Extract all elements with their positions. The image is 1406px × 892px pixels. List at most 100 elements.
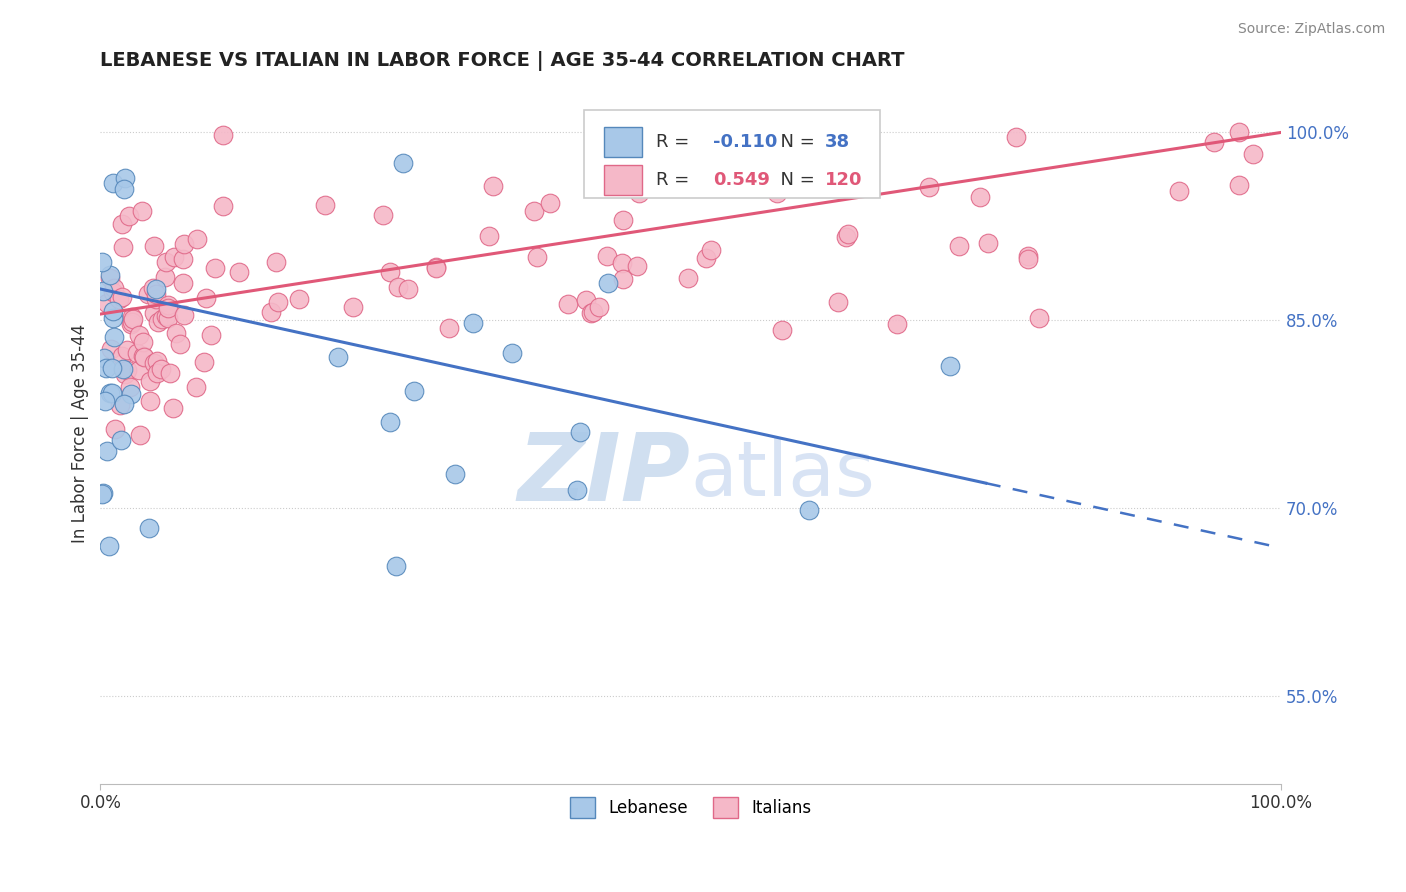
Point	[128, 327, 150, 342]
Point	[114, 170, 136, 185]
Point	[146, 367, 169, 381]
Point	[122, 312, 145, 326]
Point	[567, 483, 589, 498]
Point	[145, 287, 167, 301]
Point	[628, 186, 651, 200]
Point	[193, 355, 215, 369]
Point	[136, 287, 159, 301]
Point	[138, 375, 160, 389]
Point	[612, 272, 634, 286]
Point	[112, 182, 135, 196]
Point	[110, 398, 132, 412]
Point	[1017, 249, 1039, 263]
Legend: Lebanese, Italians: Lebanese, Italians	[564, 791, 818, 824]
Point	[595, 249, 617, 263]
Point	[463, 316, 485, 330]
Point	[326, 351, 349, 365]
Point	[173, 308, 195, 322]
Point	[194, 291, 217, 305]
Point	[425, 260, 447, 274]
Point	[1227, 125, 1250, 139]
Point	[626, 259, 648, 273]
Point	[146, 316, 169, 330]
Point	[131, 203, 153, 218]
Point	[392, 156, 415, 170]
Point	[443, 467, 465, 481]
Point	[114, 368, 136, 382]
Point	[91, 486, 114, 500]
Point	[596, 276, 619, 290]
Point	[98, 386, 121, 401]
Point	[1229, 178, 1251, 192]
Point	[948, 239, 970, 253]
Text: 0.549: 0.549	[713, 171, 770, 189]
Point	[91, 487, 114, 501]
Text: 38: 38	[825, 133, 851, 151]
Point	[157, 301, 180, 315]
Point	[98, 539, 121, 553]
Point	[107, 292, 129, 306]
Point	[155, 270, 177, 285]
Point	[115, 343, 138, 358]
Point	[482, 178, 505, 193]
Point	[1028, 311, 1050, 326]
Point	[588, 300, 610, 314]
Point	[138, 521, 160, 535]
Point	[111, 290, 134, 304]
Point	[142, 356, 165, 370]
Point	[384, 559, 406, 574]
Point	[538, 196, 561, 211]
Point	[765, 186, 787, 200]
Text: atlas: atlas	[690, 438, 876, 512]
Point	[132, 335, 155, 350]
Point	[128, 428, 150, 442]
Point	[101, 285, 124, 299]
Point	[1202, 136, 1225, 150]
Point	[266, 295, 288, 310]
Point	[886, 317, 908, 331]
Point	[111, 362, 134, 376]
Point	[574, 293, 596, 307]
Text: -0.110: -0.110	[713, 133, 778, 151]
Point	[145, 282, 167, 296]
Point	[162, 401, 184, 415]
FancyBboxPatch shape	[605, 128, 643, 157]
Point	[111, 349, 134, 363]
Point	[837, 227, 859, 241]
Point	[378, 415, 401, 429]
Point	[478, 229, 501, 244]
Point	[437, 320, 460, 334]
Point	[155, 310, 177, 324]
Point	[557, 297, 579, 311]
Point	[582, 305, 605, 319]
Point	[695, 252, 717, 266]
Text: ZIP: ZIP	[517, 429, 690, 521]
Point	[1168, 184, 1191, 198]
Point	[610, 256, 633, 270]
Point	[128, 363, 150, 377]
Point	[125, 345, 148, 359]
Point	[112, 397, 135, 411]
Point	[150, 362, 173, 376]
Point	[770, 323, 793, 337]
Point	[212, 128, 235, 142]
Point	[425, 260, 447, 275]
FancyBboxPatch shape	[605, 165, 643, 194]
Point	[120, 387, 142, 401]
Point	[101, 311, 124, 326]
Point	[150, 312, 173, 326]
Point	[132, 351, 155, 365]
Point	[142, 306, 165, 320]
Point	[98, 270, 121, 285]
Point	[172, 276, 194, 290]
Y-axis label: In Labor Force | Age 35-44: In Labor Force | Age 35-44	[72, 324, 89, 542]
Point	[96, 443, 118, 458]
Point	[101, 303, 124, 318]
Point	[94, 394, 117, 409]
Point	[569, 425, 592, 440]
Point	[91, 255, 114, 269]
Point	[581, 306, 603, 320]
Point	[110, 434, 132, 448]
Point	[371, 208, 394, 222]
Point	[163, 250, 186, 264]
